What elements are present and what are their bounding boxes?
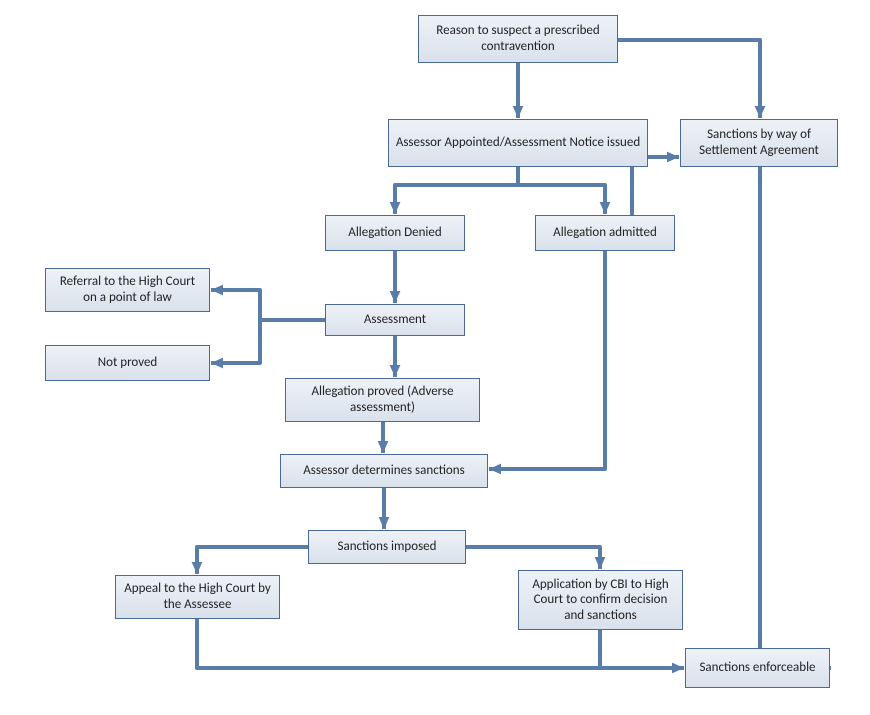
- node-enforceable: Sanctions enforceable: [685, 648, 830, 688]
- node-label: Assessor Appointed/Assessment Notice iss…: [396, 135, 640, 151]
- node-determines: Assessor determines sanctions: [280, 454, 488, 488]
- node-label: Assessor determines sanctions: [303, 463, 464, 479]
- node-label: Allegation proved (Adverse assessment): [292, 384, 473, 415]
- node-imposed: Sanctions imposed: [308, 530, 466, 564]
- node-sanctions_settlement: Sanctions by way of Settlement Agreement: [680, 119, 838, 167]
- node-label: Not proved: [98, 355, 158, 371]
- node-label: Sanctions enforceable: [699, 660, 815, 676]
- node-referral: Referral to the High Court on a point of…: [45, 268, 210, 312]
- flowchart-canvas: Reason to suspect a prescribed contraven…: [0, 0, 870, 715]
- node-application: Application by CBI to High Court to conf…: [518, 570, 683, 630]
- node-admitted: Allegation admitted: [535, 215, 675, 251]
- node-label: Sanctions imposed: [338, 539, 437, 555]
- node-appointed: Assessor Appointed/Assessment Notice iss…: [388, 119, 648, 167]
- node-label: Reason to suspect a prescribed contraven…: [425, 23, 611, 54]
- node-assessment: Assessment: [325, 304, 465, 336]
- node-denied: Allegation Denied: [325, 215, 465, 251]
- node-notproved: Not proved: [45, 345, 210, 381]
- node-appeal: Appeal to the High Court by the Assessee: [115, 575, 280, 619]
- node-label: Application by CBI to High Court to conf…: [525, 577, 676, 624]
- node-label: Referral to the High Court on a point of…: [52, 274, 203, 305]
- node-label: Allegation Denied: [348, 225, 441, 241]
- node-label: Sanctions by way of Settlement Agreement: [687, 127, 831, 158]
- node-label: Assessment: [364, 312, 426, 328]
- node-label: Allegation admitted: [553, 225, 657, 241]
- node-suspect: Reason to suspect a prescribed contraven…: [418, 15, 618, 63]
- node-label: Appeal to the High Court by the Assessee: [122, 581, 273, 612]
- node-proved: Allegation proved (Adverse assessment): [285, 378, 480, 422]
